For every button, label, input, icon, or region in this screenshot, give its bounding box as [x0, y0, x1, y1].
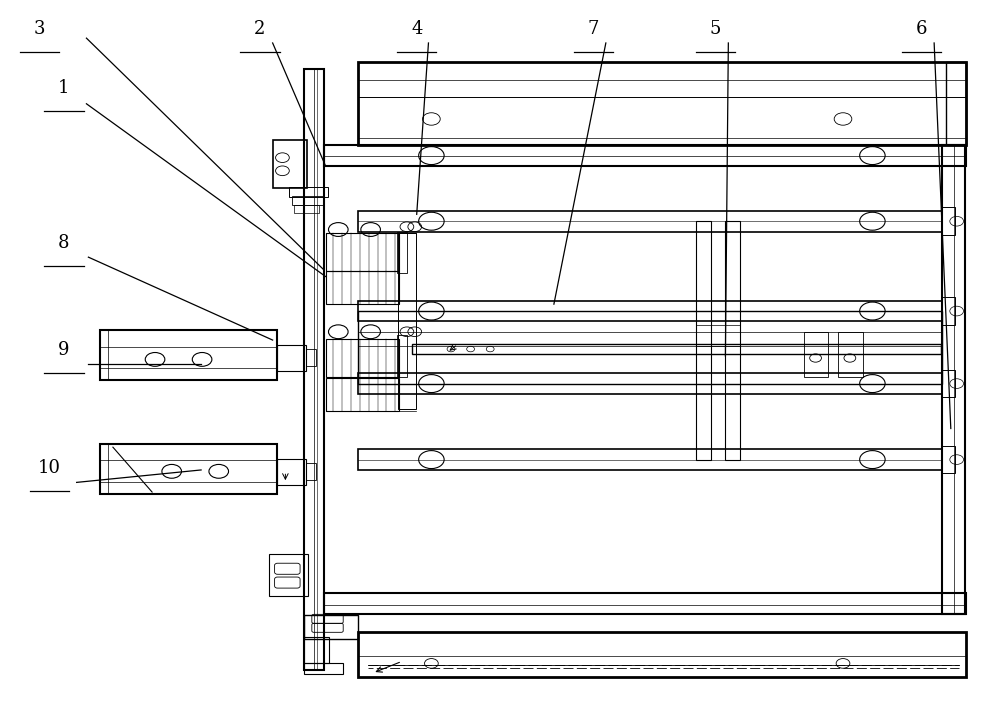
- Bar: [942, 369, 955, 398]
- Bar: [397, 231, 407, 273]
- Bar: [326, 233, 399, 271]
- Bar: [100, 331, 277, 380]
- Bar: [412, 343, 941, 354]
- Bar: [100, 444, 277, 494]
- Text: 8: 8: [58, 234, 70, 252]
- Bar: [289, 187, 328, 197]
- Bar: [304, 663, 343, 674]
- Bar: [942, 446, 955, 474]
- Text: 7: 7: [587, 20, 599, 38]
- Bar: [942, 145, 965, 613]
- Bar: [358, 211, 942, 231]
- Bar: [804, 332, 828, 376]
- Bar: [277, 459, 306, 485]
- Text: 2: 2: [254, 20, 266, 38]
- Bar: [942, 298, 955, 325]
- Text: 9: 9: [58, 341, 70, 360]
- Bar: [324, 593, 966, 613]
- Bar: [306, 463, 316, 480]
- Text: 5: 5: [710, 20, 721, 38]
- Bar: [324, 145, 966, 166]
- Bar: [304, 69, 324, 670]
- Text: 3: 3: [34, 20, 45, 38]
- Bar: [294, 204, 319, 213]
- Bar: [326, 338, 399, 376]
- Bar: [326, 271, 399, 304]
- Text: 4: 4: [411, 20, 422, 38]
- Bar: [358, 311, 942, 384]
- Bar: [273, 140, 307, 188]
- Bar: [838, 332, 863, 376]
- Bar: [304, 637, 328, 663]
- Bar: [277, 345, 306, 371]
- Bar: [358, 300, 942, 321]
- Bar: [358, 449, 942, 470]
- Bar: [358, 632, 966, 678]
- Bar: [306, 349, 316, 367]
- Bar: [696, 221, 711, 460]
- Bar: [725, 221, 740, 460]
- Bar: [304, 615, 358, 639]
- Bar: [358, 62, 966, 145]
- Text: 1: 1: [58, 79, 70, 97]
- Bar: [326, 378, 399, 411]
- Text: 6: 6: [916, 20, 927, 38]
- Bar: [398, 233, 416, 409]
- Bar: [269, 554, 308, 596]
- Bar: [946, 62, 966, 145]
- Bar: [292, 197, 324, 205]
- Bar: [397, 335, 407, 376]
- Text: 10: 10: [38, 459, 61, 477]
- Bar: [358, 373, 942, 394]
- Bar: [942, 207, 955, 235]
